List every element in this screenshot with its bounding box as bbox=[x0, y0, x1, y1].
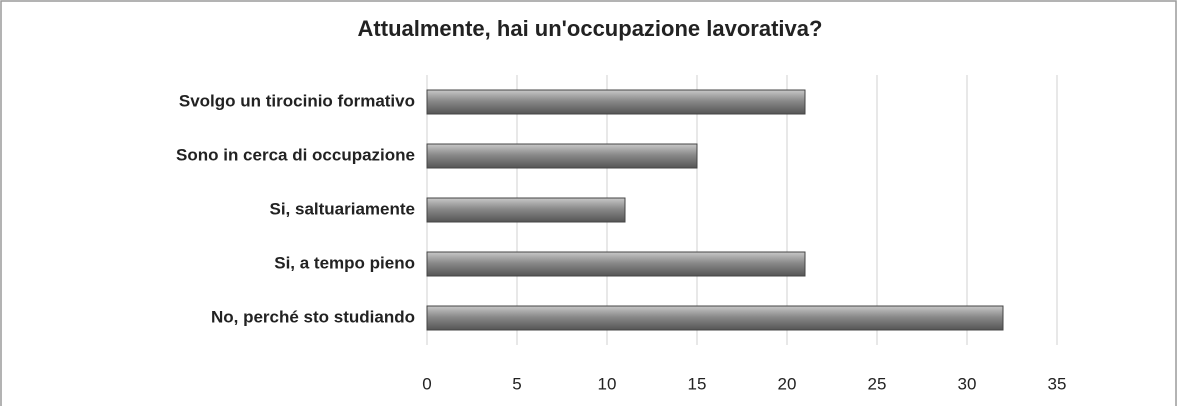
y-tick-label: Sono in cerca di occupazione bbox=[176, 145, 415, 164]
bar bbox=[426, 305, 1004, 331]
y-tick-label: No, perché sto studiando bbox=[211, 307, 415, 326]
x-tick-label: 15 bbox=[688, 374, 707, 393]
bar bbox=[426, 197, 626, 223]
x-tick-label: 5 bbox=[512, 374, 521, 393]
y-tick-label: Si, saltuariamente bbox=[269, 199, 415, 218]
x-tick-label: 25 bbox=[868, 374, 887, 393]
x-tick-label: 0 bbox=[422, 374, 431, 393]
x-tick-label: 35 bbox=[1048, 374, 1067, 393]
bar bbox=[426, 251, 806, 277]
x-tick-label: 10 bbox=[598, 374, 617, 393]
bar bbox=[426, 143, 698, 169]
chart-title: Attualmente, hai un'occupazione lavorati… bbox=[358, 16, 823, 41]
y-tick-label: Svolgo un tirocinio formativo bbox=[179, 91, 415, 110]
y-tick-label: Si, a tempo pieno bbox=[274, 253, 415, 272]
x-tick-label: 20 bbox=[778, 374, 797, 393]
x-tick-label: 30 bbox=[958, 374, 977, 393]
bar bbox=[426, 89, 806, 115]
